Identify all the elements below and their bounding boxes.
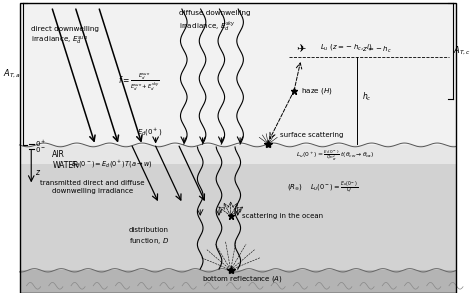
- Text: WATER: WATER: [52, 161, 79, 170]
- Text: $A_{T,c}$: $A_{T,c}$: [453, 45, 471, 57]
- Text: $E_d(0^+)$: $E_d(0^+)$: [137, 126, 162, 138]
- Bar: [19, 145, 456, 164]
- Text: $A_{T,a}$: $A_{T,a}$: [2, 68, 20, 80]
- Bar: [19, 3, 456, 145]
- Text: $z=-h_c$: $z=-h_c$: [362, 45, 392, 55]
- Bar: [19, 164, 456, 270]
- Text: $0^-$: $0^-$: [35, 145, 46, 153]
- Text: distribution
function, $D$: distribution function, $D$: [128, 228, 169, 246]
- Text: diffuse downwelling
irradiance, $E_d^{sky}$: diffuse downwelling irradiance, $E_d^{sk…: [179, 10, 251, 33]
- Text: $h_c$: $h_c$: [362, 91, 372, 103]
- Text: AIR: AIR: [52, 150, 65, 159]
- Text: transmitted direct and diffuse
downwelling irradiance: transmitted direct and diffuse downwelli…: [40, 180, 145, 194]
- Text: $f=\frac{E_d^{sun}}{E_d^{sun}+E_d^{sky}}$: $f=\frac{E_d^{sun}}{E_d^{sun}+E_d^{sky}}…: [118, 71, 160, 93]
- Text: $z$: $z$: [35, 168, 41, 177]
- Text: $0^+$: $0^+$: [35, 139, 46, 149]
- Text: scattering in the ocean: scattering in the ocean: [242, 213, 324, 219]
- Text: $L_u(0^+)=\frac{E_u(0^-)}{Qn_w^2}\ t(\theta_{cw}\to\theta_{ca})$: $L_u(0^+)=\frac{E_u(0^-)}{Qn_w^2}\ t(\th…: [296, 149, 375, 163]
- Text: direct downwelling
irradiance, $E_d^{sun}$: direct downwelling irradiance, $E_d^{sun…: [31, 26, 99, 47]
- Text: surface scattering: surface scattering: [280, 132, 343, 138]
- Text: haze $(H)$: haze $(H)$: [301, 86, 333, 96]
- Text: $E_d(0^-)=E_d(0^+)T(a\to w)$: $E_d(0^-)=E_d(0^+)T(a\to w)$: [71, 159, 153, 170]
- Text: $(R_\infty)$: $(R_\infty)$: [287, 182, 303, 192]
- Bar: [19, 270, 456, 293]
- Text: $L_u\ (z=-h_c,\ i)$: $L_u\ (z=-h_c,\ i)$: [320, 42, 372, 52]
- Text: ✈: ✈: [296, 44, 306, 54]
- Text: $L_u(0^-)=\frac{E_u(0^-)}{Q}$: $L_u(0^-)=\frac{E_u(0^-)}{Q}$: [310, 179, 359, 195]
- Text: bottom reflectance $(A)$: bottom reflectance $(A)$: [202, 274, 283, 284]
